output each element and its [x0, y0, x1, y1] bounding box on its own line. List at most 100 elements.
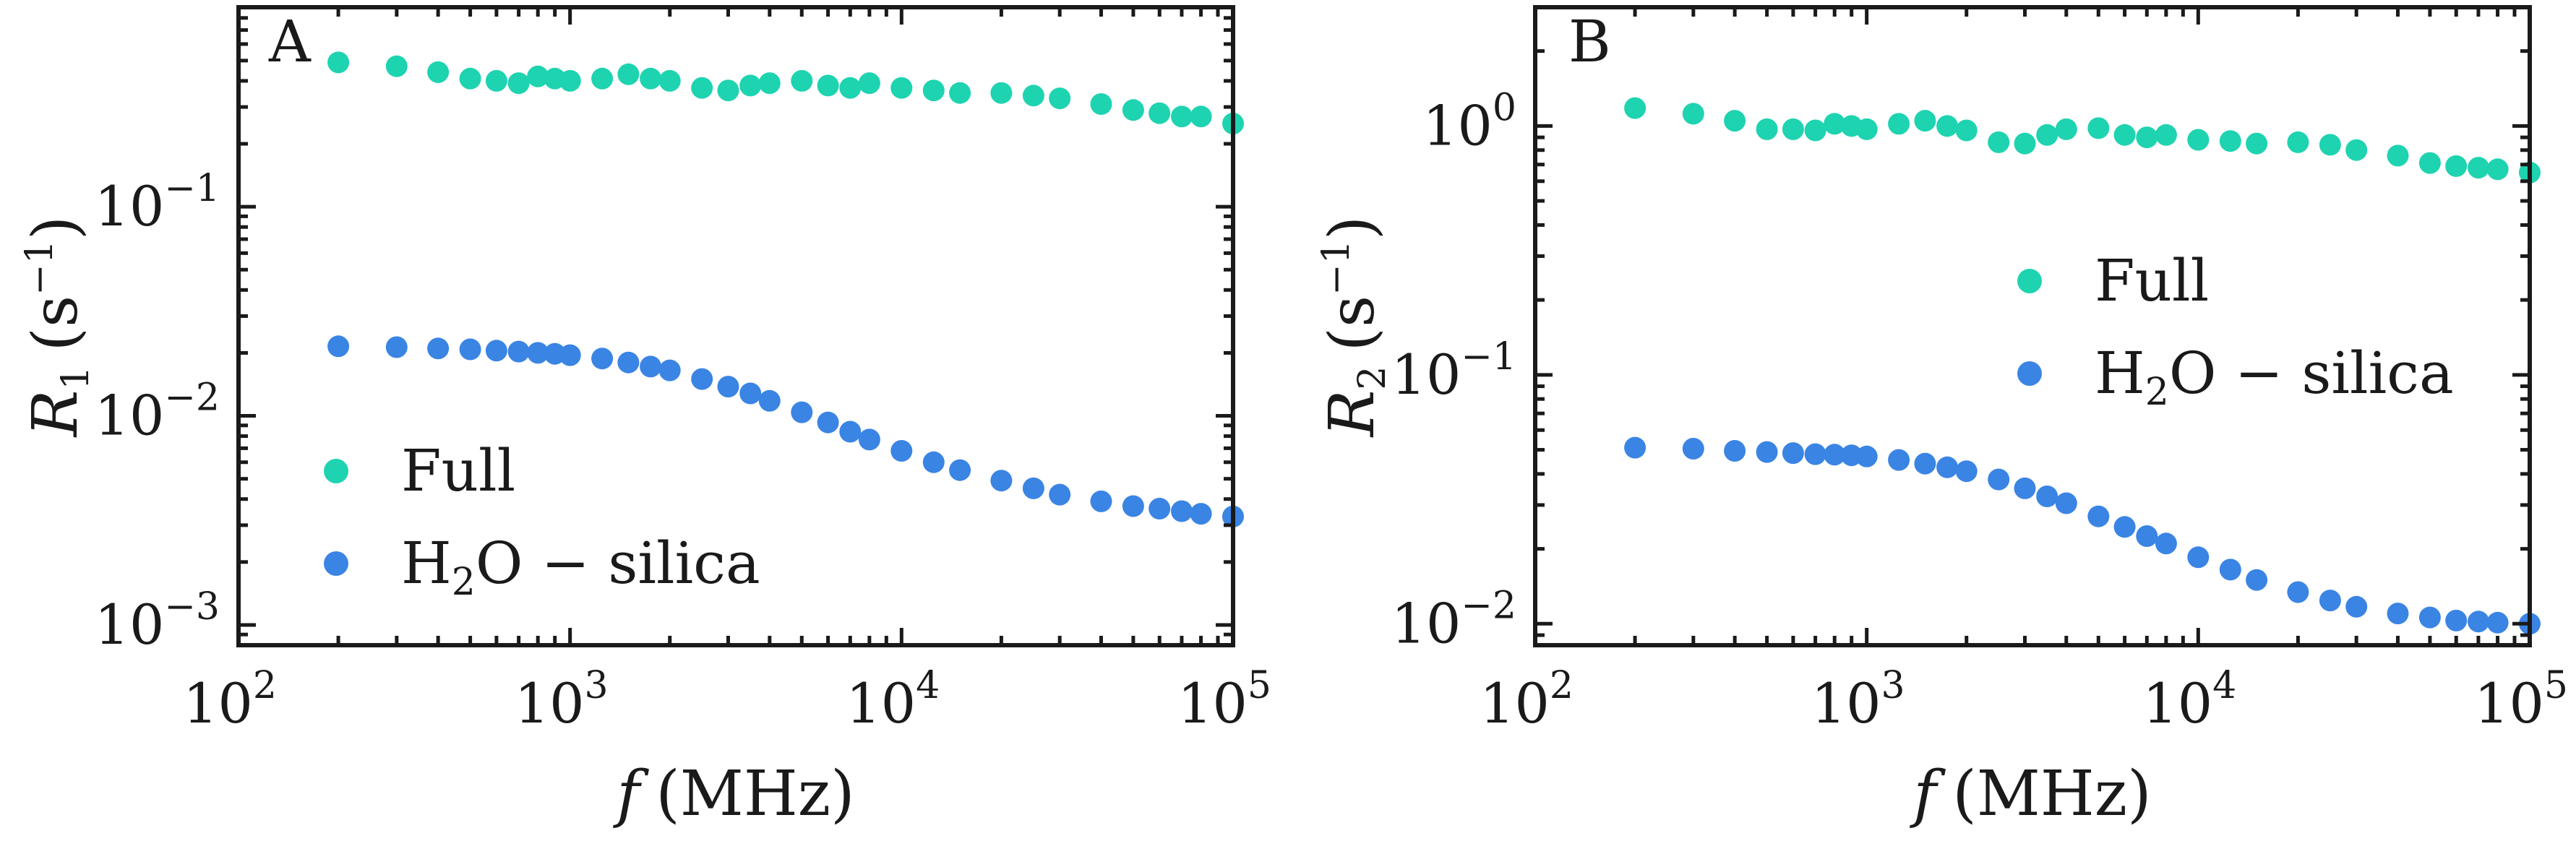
panel-a-h2o-silica-point	[691, 368, 713, 390]
panel-a-full-point	[617, 63, 640, 85]
panel-b-full-point	[2345, 139, 2368, 161]
panel-b-y-title-unit-exponent: −1	[1315, 240, 1358, 296]
panel-b-full-point	[1936, 115, 1959, 137]
panel-b-h2o-silica-point	[2087, 505, 2110, 527]
panel-a-legend-h2o-sub: 2	[452, 561, 476, 604]
panel-b-h2o-silica-point	[2319, 590, 2341, 612]
panel-a-h2o-silica-point	[485, 340, 507, 362]
panel-a-h2o-silica-point	[1122, 495, 1144, 517]
panel-a-full-point	[327, 51, 350, 74]
panel-a-full-point	[791, 69, 813, 92]
panel-a-x-tick-labels: 102 103 104 105	[183, 664, 1271, 736]
panel-b-full-point	[2219, 130, 2241, 152]
panel-b-x-tick-label: 102	[1480, 664, 1573, 736]
panel-b-h2o-silica-point	[2445, 609, 2468, 631]
panel-b-full-point	[1756, 118, 1778, 140]
panel-a-full-point	[858, 72, 880, 95]
panel-b-x-tick-label: 105	[2474, 664, 2568, 736]
panel-b-x-tick-label: 104	[2142, 664, 2236, 736]
panel-b-h2o-silica-point	[2345, 595, 2368, 618]
panel-a-y-tick-label: 10−1	[95, 167, 220, 238]
panel-b-h2o-silica-point	[1855, 445, 1878, 467]
panel-b-h2o-silica-point	[2246, 569, 2268, 591]
panel-b-letter: B	[1568, 8, 1611, 75]
panel-b-h2o-silica-point	[1914, 452, 1936, 475]
panel-a-legend-label-full: Full	[401, 437, 515, 504]
panel-a-full-point	[758, 72, 781, 95]
panel-a-h2o-silica-point	[591, 348, 614, 370]
panel-b-full-point	[2387, 145, 2409, 167]
panel-b-full-point	[1855, 118, 1878, 140]
panel-b-full-point	[1824, 113, 1846, 135]
panel-a-h2o-silica-point	[990, 470, 1013, 492]
panel-a-y-tick-label: 10−2	[95, 376, 220, 448]
panel-a-h2o-silica-point	[839, 420, 862, 443]
panel-b-full-point	[1955, 119, 1978, 142]
panel-b-minor-ticks	[1535, 5, 2530, 645]
panel-a-full-point	[890, 77, 913, 99]
panel-a-full-point	[949, 82, 971, 104]
panel-b-h2o-silica-point	[2287, 581, 2309, 603]
panel-a-full-point	[640, 67, 662, 90]
panel-b-full-point	[2136, 126, 2158, 149]
panel-b-h2o-silica-point	[1724, 440, 1746, 462]
panel-b-y-title-symbol: R	[1316, 390, 1388, 439]
panel-b-full-point	[2036, 124, 2058, 146]
panel-b-full-point	[1988, 131, 2010, 153]
panel-b-h2o-silica-point	[2136, 525, 2158, 547]
panel-b-legend: Full H2O − silica	[2017, 247, 2454, 414]
panel-b-legend-marker-h2o-silica	[2017, 361, 2042, 386]
panel-b-x-axis-title: f (MHz)	[1909, 758, 2151, 830]
panel-a-y-title-unit-exponent: −1	[18, 240, 61, 296]
panel-b-y-title-subscript: 2	[1351, 366, 1394, 390]
panel-a-h2o-silica-point	[739, 382, 762, 405]
panel-a-full-point	[527, 65, 549, 87]
panel-a-data-layer	[327, 51, 1244, 527]
panel-a-plot-frame	[236, 5, 1235, 647]
panel-a-full-point	[817, 74, 839, 97]
panel-a-y-title-unit-open: (s	[20, 296, 92, 352]
panel-a-y-title-subscript: 1	[54, 366, 98, 390]
panel-a-h2o-silica-point	[1090, 490, 1112, 512]
panel-a-legend-marker-h2o-silica	[324, 551, 348, 576]
panel-a-full-point	[1049, 87, 1071, 110]
panel-b-full-point	[1782, 118, 1804, 140]
panel-b-full-point	[2246, 132, 2268, 155]
panel-b-legend-label-full: Full	[2095, 247, 2209, 314]
panel-b-h2o-silica-point	[1756, 441, 1778, 463]
panel-a-h2o-silica-point	[1171, 500, 1193, 522]
panel-b-legend-h2o-post: O − silica	[2169, 340, 2454, 407]
panel-b-legend-h2o-pre: H	[2095, 340, 2145, 407]
panel-a-h2o-silica-point	[427, 337, 450, 360]
panel-b-full-point	[2319, 134, 2341, 156]
panel-a-h2o-silica-point	[459, 338, 481, 361]
panel-b-h2o-silica-point	[2418, 606, 2441, 629]
panel-a-y-title-symbol: R	[20, 390, 92, 439]
panel-a-h2o-silica-point	[527, 342, 549, 364]
panel-b-legend-h2o-sub: 2	[2145, 371, 2169, 414]
panel-b-h2o-silica-point	[1988, 468, 2010, 491]
panel-b-legend-marker-full	[2017, 269, 2042, 293]
panel-b-full-point	[1624, 97, 1647, 119]
panel-b-y-tick-label: 100	[1422, 86, 1516, 158]
panel-a-x-tick-label: 102	[183, 664, 277, 736]
panel-b-h2o-silica-point	[2155, 532, 2177, 555]
panel-b-h2o-silica-point	[2055, 492, 2077, 514]
panel-b-y-tick-label: 10−1	[1391, 335, 1516, 407]
panel-b-x-tick-labels: 102 103 104 105	[1480, 664, 2568, 736]
panel-b-full-point	[1888, 113, 1910, 135]
panel-b-full-point	[1682, 103, 1704, 125]
panel-b-y-tick-labels: 10−2 10−1 100	[1391, 86, 1516, 655]
panel-a-full-point	[990, 82, 1013, 104]
panel-a-full-point	[591, 67, 614, 90]
panel-a-h2o-silica-point	[717, 376, 739, 398]
panel-a-legend: Full H2O − silica	[324, 437, 760, 604]
panel-a-h2o-silica-point	[1149, 498, 1171, 519]
panel-a-h2o-silica-point	[385, 336, 408, 358]
panel-b-full-point	[2287, 131, 2309, 153]
panel-b-full-point	[2113, 124, 2136, 146]
panel-a-y-tick-labels: 10−3 10−2 10−1	[95, 167, 220, 657]
panel-b-full-point	[2155, 124, 2177, 146]
